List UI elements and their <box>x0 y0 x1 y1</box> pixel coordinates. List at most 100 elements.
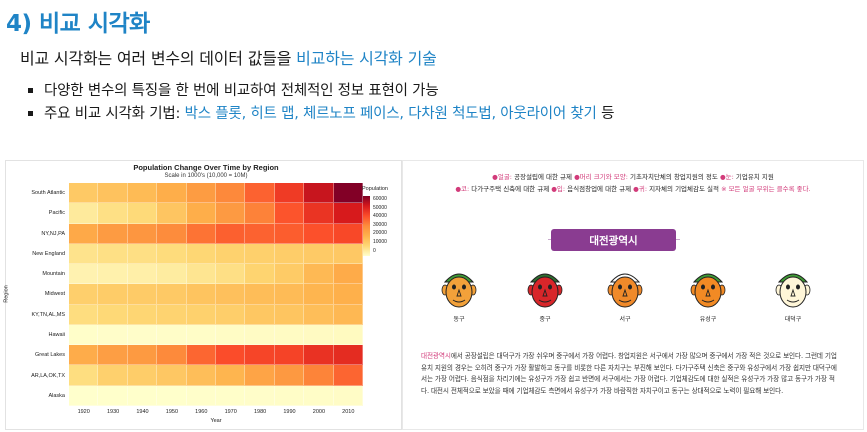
heatmap-cell <box>245 324 275 346</box>
heatmap-cell <box>69 284 99 305</box>
bullet-list: 다양한 변수의 특징을 한 번에 비교하여 전체적인 정보 표현이 가능 주요 … <box>28 80 614 126</box>
heatmap-column-label: 1980 <box>253 409 267 415</box>
heatmap-cell <box>304 223 334 244</box>
heatmap-cell <box>157 223 187 244</box>
heatmap-cell <box>333 183 363 204</box>
heatmap-cell <box>215 223 246 244</box>
heatmap-cell <box>127 345 158 366</box>
heatmap-row-label: South Atlantic <box>31 190 65 197</box>
heatmap-cell <box>274 243 305 265</box>
heatmap-cell <box>157 243 187 265</box>
face-label: 유성구 <box>699 316 717 323</box>
heatmap-cell <box>333 365 363 386</box>
heatmap-cell <box>127 324 158 346</box>
heatmap-cell <box>274 365 305 386</box>
chernoff-face: 동구 <box>437 266 481 323</box>
chernoff-face: 중구 <box>523 266 567 323</box>
heatmap-cell <box>333 304 363 325</box>
heatmap-colorbar: Population 60000 50000 40000 30000 20000 1000… <box>362 186 388 256</box>
legend-key: ●얼굴: <box>492 173 512 181</box>
heatmap-cell <box>186 365 216 386</box>
region-banner: 대전광역시 <box>551 229 676 251</box>
heatmap-cell <box>98 284 128 305</box>
heatmap-column-label: 1970 <box>224 409 237 415</box>
legend-key: ●눈: <box>719 173 734 181</box>
heatmap-cell <box>245 385 275 406</box>
heatmap-column-label: 1950 <box>165 409 179 415</box>
heatmap-row-label: New England <box>32 250 65 257</box>
heatmap-cell <box>215 345 246 366</box>
heatmap-cell <box>245 345 275 366</box>
heatmap-cell <box>157 183 187 204</box>
heatmap-cell <box>215 304 246 325</box>
heatmap-cell <box>69 324 99 346</box>
heatmap-cell <box>157 304 187 325</box>
colorbar-tick: 50000 <box>373 204 387 211</box>
heatmap-cell <box>333 243 363 265</box>
colorbar-ticks: 60000 50000 40000 30000 20000 10000 0 <box>373 195 387 255</box>
heatmap-cell <box>245 304 275 325</box>
heatmap-cell <box>215 183 246 204</box>
heatmap-cell <box>215 243 246 265</box>
heatmap-row-label: Alaska <box>48 392 65 399</box>
heatmap-cell <box>333 324 363 346</box>
heatmap-cell <box>127 243 158 265</box>
heatmap-cell <box>98 304 128 325</box>
heatmap-title: Population Change Over Time by Region <box>133 163 279 172</box>
heatmap-cell <box>274 284 305 305</box>
heatmap-cell <box>304 264 334 285</box>
heatmap-cell <box>98 243 128 265</box>
heatmap-cell <box>69 243 99 265</box>
heatmap-cell <box>215 385 246 406</box>
heatmap-cell <box>127 183 158 204</box>
heatmap-figure: Population Change Over Time by Region Sc… <box>4 160 402 430</box>
heatmap-cell <box>304 243 334 265</box>
heatmap-row-label: KY,TN,AL,MS <box>31 311 65 318</box>
heatmap-cell <box>69 304 99 325</box>
heatmap-cell <box>215 365 246 386</box>
legend-desc: 음식점창업에 대한 규제 <box>565 185 634 193</box>
legend-desc: 공장설립에 대한 규제 <box>512 173 575 181</box>
heatmap-cell <box>127 284 158 305</box>
colorbar-gradient <box>363 196 370 256</box>
heatmap-cell <box>186 324 216 346</box>
heatmap-cell <box>186 183 216 204</box>
heatmap-column-label: 1990 <box>283 409 296 415</box>
bullet-item: 다양한 변수의 특징을 한 번에 비교하여 전체적인 정보 표현이 가능 <box>28 80 614 103</box>
heatmap-cell <box>157 385 187 406</box>
description-highlight: 대전광역시 <box>421 352 451 360</box>
heatmap-cell <box>186 264 216 285</box>
heatmap-cell <box>157 264 187 285</box>
heatmap-cell <box>333 345 363 366</box>
heatmap-row-label: Great Lakes <box>35 352 65 359</box>
bullet-item: 주요 비교 시각화 기법: 박스 플롯, 히트 맵, 체르노프 페이스, 다차원… <box>28 103 614 126</box>
heatmap-column-label: 1930 <box>106 409 120 415</box>
heatmap-cell <box>157 203 187 224</box>
heatmap-cell <box>304 324 334 346</box>
heatmap-cell <box>98 385 128 406</box>
bullet-text: 다양한 변수의 특징을 한 번에 비교하여 전체적인 정보 표현이 가능 <box>44 83 439 99</box>
chernoff-face: 서구 <box>603 266 647 323</box>
colorbar-tick: 60000 <box>373 196 387 202</box>
heatmap-cell <box>127 365 158 386</box>
heatmap-cell <box>69 365 99 386</box>
heatmap-cell <box>304 203 334 224</box>
face-legend: ●얼굴: 공장설립에 대한 규제 ●머리 크기와 모양: 기초자치단체의 창업지… <box>413 171 853 195</box>
heatmap-row-label: Hawaii <box>48 332 65 339</box>
heatmap-cell <box>127 304 158 325</box>
heatmap-cell <box>245 183 275 204</box>
legend-desc: 기초자치단체의 창업지원의 정도 <box>627 173 720 181</box>
legend-key: ●머리 크기와 모양: <box>574 173 628 181</box>
heatmap-cell <box>274 304 305 325</box>
legend-key: ●입: <box>551 185 566 193</box>
face-label: 서구 <box>619 316 631 323</box>
subtitle-highlight: 비교하는 시각화 기술 <box>296 49 437 68</box>
heatmap-cell <box>304 345 334 366</box>
colorbar-tick: 30000 <box>373 221 387 228</box>
heatmap-cell <box>127 385 158 406</box>
heatmap-cell <box>274 183 305 204</box>
heatmap-cell <box>98 365 128 386</box>
legend-key: ●귀: <box>633 185 648 193</box>
colorbar-label: Population <box>362 186 388 192</box>
description-text: 에서 공장설립은 대덕구가 가장 쉬우며 중구에서 가장 어렵다. 창업지원은 … <box>421 352 837 395</box>
